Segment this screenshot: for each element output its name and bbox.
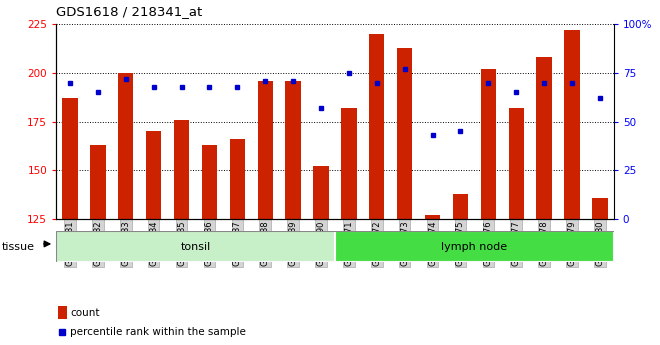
Text: GDS1618 / 218341_at: GDS1618 / 218341_at [56, 5, 203, 18]
Text: tonsil: tonsil [180, 242, 211, 252]
Bar [257, 81, 273, 219]
Bar [230, 139, 245, 219]
Bar [425, 215, 440, 219]
Bar [369, 34, 384, 219]
Text: tissue: tissue [2, 242, 35, 252]
Bar [592, 198, 607, 219]
Text: percentile rank within the sample: percentile rank within the sample [70, 327, 246, 337]
Bar [537, 57, 552, 219]
Bar [286, 81, 301, 219]
Bar [118, 73, 133, 219]
Bar [341, 108, 356, 219]
Bar [202, 145, 217, 219]
Text: lymph node: lymph node [442, 242, 508, 252]
Bar [397, 48, 412, 219]
Bar [174, 120, 189, 219]
Bar [564, 30, 579, 219]
Bar [314, 166, 329, 219]
Bar [90, 145, 106, 219]
Bar [58, 306, 67, 319]
Bar [56, 231, 335, 262]
Bar [335, 231, 614, 262]
Bar [63, 98, 78, 219]
Text: count: count [70, 308, 100, 317]
Bar [480, 69, 496, 219]
Bar [453, 194, 468, 219]
Bar [146, 131, 161, 219]
Bar [509, 108, 524, 219]
